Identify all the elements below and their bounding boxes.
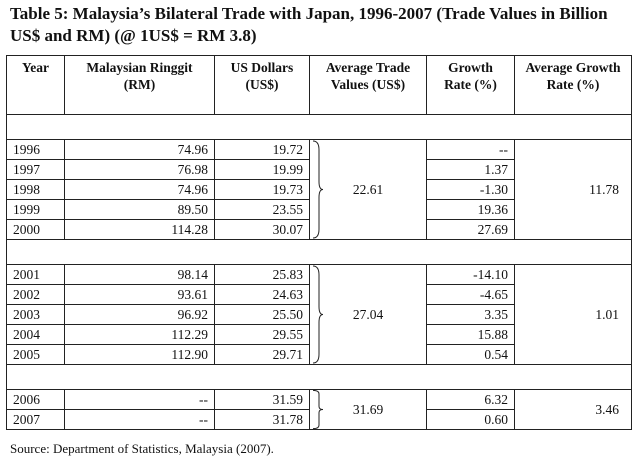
- rm-cell: --: [64, 409, 215, 430]
- rm-cell: 76.98: [64, 159, 215, 180]
- year-cell: 1998: [6, 179, 65, 200]
- table-row: 2002 93.61 24.63 -4.65: [6, 284, 632, 305]
- year-cell: 2007: [6, 409, 65, 430]
- rm-cell: 96.92: [64, 304, 215, 325]
- avg-growth-cell: 1.01: [514, 264, 632, 365]
- table-row: 2001 98.14 25.83 27.04 -14.10 1.01: [6, 264, 632, 365]
- usd-cell: 23.55: [214, 199, 310, 220]
- rm-cell: 114.28: [64, 219, 215, 240]
- table-row: 2004 112.29 29.55 15.88: [6, 324, 632, 345]
- year-cell: 1999: [6, 199, 65, 220]
- table-row: 2006 -- 31.59 31.69 6.32 3.46: [6, 389, 632, 430]
- usd-cell: 24.63: [214, 284, 310, 305]
- avg-trade-cell: 22.61: [309, 139, 427, 240]
- year-cell: 1997: [6, 159, 65, 180]
- avg-trade-cell: 27.04: [309, 264, 427, 365]
- usd-cell: 19.72: [214, 139, 310, 160]
- year-cell: 2004: [6, 324, 65, 345]
- spacer-row: [6, 239, 632, 265]
- usd-cell: 25.83: [214, 264, 310, 285]
- year-cell: 2003: [6, 304, 65, 325]
- growth-cell: 27.69: [426, 219, 515, 240]
- usd-cell: 29.71: [214, 344, 310, 365]
- year-cell: 2005: [6, 344, 65, 365]
- header-usd: US Dollars (US$): [214, 55, 310, 115]
- year-cell: 2006: [6, 389, 65, 410]
- year-cell: 1996: [6, 139, 65, 160]
- growth-cell: 6.32: [426, 389, 515, 410]
- usd-cell: 19.73: [214, 179, 310, 200]
- usd-cell: 25.50: [214, 304, 310, 325]
- year-cell: 2002: [6, 284, 65, 305]
- usd-cell: 29.55: [214, 324, 310, 345]
- table-row: 1996 74.96 19.72 22.61 -- 11.78: [6, 139, 632, 240]
- growth-cell: 1.37: [426, 159, 515, 180]
- trade-table: Year Malaysian Ringgit (RM) US Dollars (…: [6, 55, 632, 430]
- growth-cell: -4.65: [426, 284, 515, 305]
- avg-growth-value: 11.78: [589, 182, 619, 197]
- avg-growth-value: 1.01: [595, 307, 619, 322]
- rm-cell: 98.14: [64, 264, 215, 285]
- source-note: Source: Department of Statistics, Malays…: [10, 441, 274, 456]
- right-brace-icon: [312, 390, 324, 429]
- usd-cell: 31.78: [214, 409, 310, 430]
- avg-growth-value: 3.46: [595, 402, 619, 417]
- year-cell: 2000: [6, 219, 65, 240]
- avg-trade-value: 22.61: [352, 182, 384, 197]
- growth-cell: 0.54: [426, 344, 515, 365]
- spacer-row: [6, 114, 632, 140]
- rm-cell: 93.61: [64, 284, 215, 305]
- usd-cell: 31.59: [214, 389, 310, 410]
- avg-growth-cell: 3.46: [514, 389, 632, 430]
- rm-cell: 112.90: [64, 344, 215, 365]
- avg-growth-cell: 11.78: [514, 139, 632, 240]
- header-row: Year Malaysian Ringgit (RM) US Dollars (…: [6, 55, 632, 115]
- table-title: Table 5: Malaysia’s Bilateral Trade with…: [10, 4, 608, 45]
- growth-cell: -14.10: [426, 264, 515, 285]
- avg-trade-value: 27.04: [352, 307, 384, 322]
- avg-trade-value: 31.69: [352, 402, 384, 417]
- rm-cell: --: [64, 389, 215, 410]
- header-avg-growth: Average Growth Rate (%): [514, 55, 632, 115]
- growth-cell: 15.88: [426, 324, 515, 345]
- growth-cell: -1.30: [426, 179, 515, 200]
- year-cell: 2001: [6, 264, 65, 285]
- avg-trade-cell: 31.69: [309, 389, 427, 430]
- rm-cell: 74.96: [64, 139, 215, 160]
- table-row: 2000 114.28 30.07 27.69: [6, 219, 632, 240]
- table-row: 2007 -- 31.78 0.60: [6, 409, 632, 430]
- usd-cell: 30.07: [214, 219, 310, 240]
- header-growth: Growth Rate (%): [426, 55, 515, 115]
- growth-cell: --: [426, 139, 515, 160]
- table-row: 1999 89.50 23.55 19.36: [6, 199, 632, 220]
- right-brace-icon: [312, 265, 324, 364]
- rm-cell: 89.50: [64, 199, 215, 220]
- header-rm: Malaysian Ringgit (RM): [64, 55, 215, 115]
- growth-cell: 0.60: [426, 409, 515, 430]
- header-year: Year: [6, 55, 65, 115]
- header-avg-trade: Average Trade Values (US$): [309, 55, 427, 115]
- right-brace-icon: [312, 140, 324, 239]
- rm-cell: 112.29: [64, 324, 215, 345]
- spacer-row: [6, 364, 632, 390]
- rm-cell: 74.96: [64, 179, 215, 200]
- usd-cell: 19.99: [214, 159, 310, 180]
- growth-cell: 19.36: [426, 199, 515, 220]
- growth-cell: 3.35: [426, 304, 515, 325]
